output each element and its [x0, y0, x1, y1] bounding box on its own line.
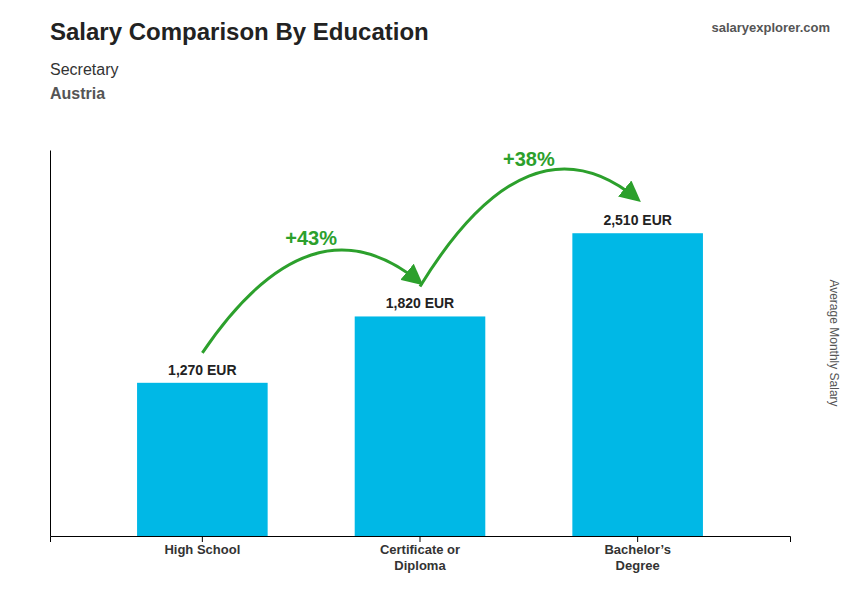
x-axis: High School Certificate orDiploma Bachelor…	[51, 536, 791, 573]
x-tick: Certificate orDiploma	[380, 536, 460, 573]
arrow	[420, 169, 638, 287]
data-labels: 1,270 EUR 1,820 EUR 2,510 EUR	[168, 212, 672, 378]
x-tick-label: Certificate orDiploma	[380, 542, 460, 573]
x-tick-label: Bachelor’sDegree	[604, 542, 670, 573]
chart-svg: Salary Comparison By Education Secretary A…	[0, 0, 850, 606]
x-tick: Bachelor’sDegree	[604, 536, 670, 573]
x-tick-mark	[420, 536, 421, 542]
data-label: 1,820 EUR	[386, 295, 454, 311]
x-tick-mark	[637, 536, 638, 542]
title: Salary Comparison By Education	[50, 18, 429, 45]
y-axis-title: Average Monthly Salary	[827, 279, 841, 406]
credit: salaryexplorer.com	[711, 20, 830, 35]
y-axis	[50, 151, 51, 537]
x-tick-label: High School	[164, 542, 240, 557]
y-axis-line	[50, 151, 51, 537]
x-axis-line	[51, 537, 791, 543]
bar	[572, 233, 703, 536]
bars	[137, 233, 703, 536]
x-tick: High School	[164, 536, 240, 557]
annotation: +38%	[503, 148, 555, 170]
data-label: 2,510 EUR	[603, 212, 671, 228]
data-label: 1,270 EUR	[168, 362, 236, 378]
arrows: +43% +38%	[202, 148, 637, 353]
arrow	[202, 250, 420, 353]
plot: High School Certificate orDiploma Bachelor…	[51, 148, 791, 573]
subtitle: Austria	[50, 85, 105, 102]
subtitle: Secretary	[50, 61, 118, 78]
x-tick-mark	[202, 536, 203, 542]
annotation: +43%	[285, 227, 337, 249]
bar	[355, 316, 486, 536]
bar	[137, 383, 268, 536]
